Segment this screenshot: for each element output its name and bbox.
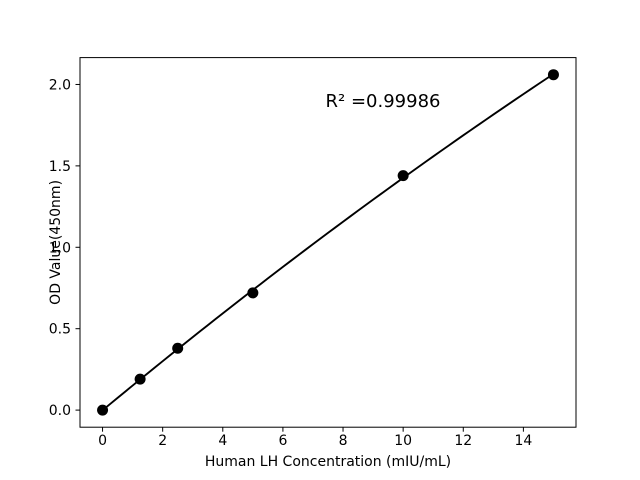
fit-line — [101, 73, 555, 412]
x-axis-label: Human LH Concentration (mIU/mL) — [205, 454, 451, 470]
data-point — [247, 287, 259, 299]
x-tick-label: 8 — [339, 433, 348, 449]
r-squared-annotation: R² =0.99986 — [326, 91, 441, 112]
y-tick-label: 0.5 — [49, 322, 71, 338]
y-tick-label: 0.0 — [49, 403, 71, 419]
x-tick-label: 6 — [278, 433, 287, 449]
x-tick-label: 10 — [394, 433, 412, 449]
x-tick-label: 4 — [218, 433, 227, 449]
x-tick-label: 14 — [514, 433, 532, 449]
data-point — [547, 69, 559, 81]
x-tick-label: 12 — [454, 433, 472, 449]
y-axis: 0.0 0.5 1.0 1.5 2.0 — [49, 77, 80, 419]
y-tick-label: 1.0 — [49, 240, 71, 256]
y-tick-label: 1.5 — [49, 159, 71, 175]
data-point — [134, 373, 146, 385]
x-tick-label: 2 — [158, 433, 167, 449]
data-point — [97, 404, 109, 416]
data-point — [397, 170, 409, 182]
data-point — [172, 342, 184, 354]
y-tick-label: 2.0 — [49, 77, 71, 93]
data-points — [97, 69, 559, 416]
x-tick-label: 0 — [98, 433, 107, 449]
y-axis-label: OD Value(450nm) — [48, 180, 64, 305]
plot-frame — [79, 57, 577, 428]
x-axis: 0 2 4 6 8 10 12 14 — [98, 427, 532, 449]
